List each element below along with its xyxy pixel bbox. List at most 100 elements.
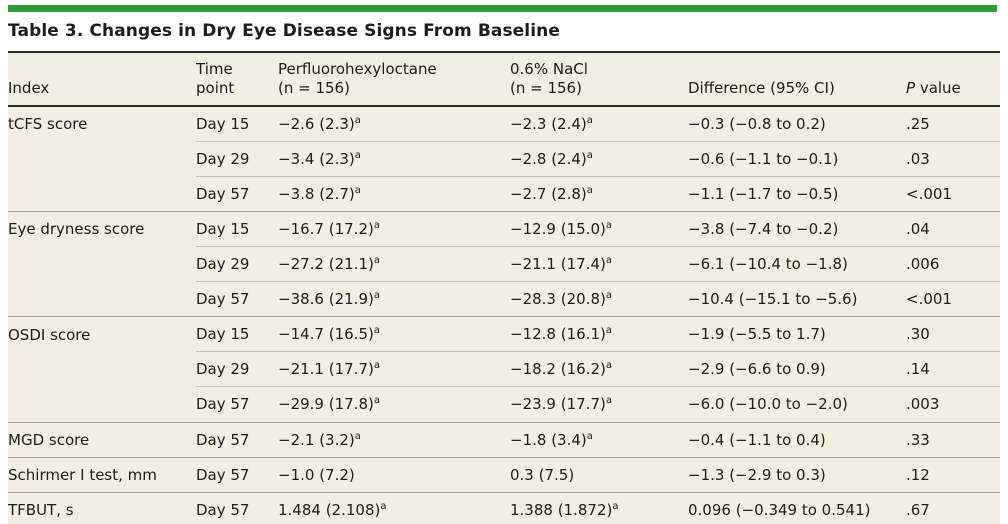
- time-point-cell: Day 15: [196, 316, 278, 352]
- nacl-cell: −12.9 (15.0)a: [510, 211, 688, 247]
- index-cell: [8, 281, 196, 317]
- time-point-cell: Day 57: [196, 421, 278, 458]
- nacl-cell: −21.1 (17.4)a: [510, 246, 688, 282]
- column-header-label: Time point: [196, 60, 235, 98]
- nacl-cell: 0.3 (7.5): [510, 456, 688, 493]
- column-header-label: value: [915, 79, 961, 98]
- footnote-marker: a: [380, 500, 387, 512]
- column-header-nacl: 0.6% NaCl (n = 156): [510, 53, 688, 108]
- footnote-marker: a: [605, 290, 612, 302]
- footnote-marker: a: [373, 255, 380, 267]
- index-cell: Schirmer I test, mm: [8, 456, 196, 493]
- time-point-cell: Day 29: [196, 246, 278, 282]
- p-value-cell: .14: [906, 351, 1000, 387]
- perfluorohexyloctane-cell: −21.1 (17.7)a: [278, 351, 510, 387]
- footnote-marker: a: [354, 115, 361, 127]
- table-row: tCFS score Day 15 −2.6 (2.3)a −2.3 (2.4)a −0…: [8, 106, 1000, 142]
- column-header-sample-size: (n = 156): [510, 79, 582, 98]
- header-row: Index Time point Perfluorohexyloctane (n…: [8, 53, 1000, 108]
- perfluorohexyloctane-cell: −16.7 (17.2)a: [278, 211, 510, 247]
- difference-cell: −3.8 (−7.4 to −0.2): [688, 211, 906, 247]
- perfluorohexyloctane-cell: −38.6 (21.9)a: [278, 281, 510, 317]
- column-header-index: Index: [8, 53, 196, 108]
- perfluorohexyloctane-cell: −1.0 (7.2): [278, 456, 510, 493]
- footnote-marker: a: [605, 220, 612, 232]
- index-cell: Eye dryness score: [8, 211, 196, 247]
- footnote-marker: a: [373, 395, 380, 407]
- time-point-cell: Day 57: [196, 386, 278, 423]
- column-header-perfluorohexyloctane: Perfluorohexyloctane (n = 156): [278, 53, 510, 108]
- table-row: Schirmer I test, mm Day 57 −1.0 (7.2) 0.3 (…: [8, 456, 1000, 493]
- p-value-cell: .03: [906, 141, 1000, 177]
- footnote-marker: a: [373, 290, 380, 302]
- time-point-cell: Day 15: [196, 211, 278, 247]
- p-value-cell: .33: [906, 421, 1000, 458]
- table-row: Day 29 −27.2 (21.1)a −21.1 (17.4)a −6.1 (−1…: [8, 246, 1000, 282]
- index-cell: [8, 246, 196, 282]
- nacl-cell: −28.3 (20.8)a: [510, 281, 688, 317]
- footnote-marker: a: [612, 500, 619, 512]
- index-cell: TFBUT, s: [8, 491, 196, 524]
- time-point-cell: Day 57: [196, 281, 278, 317]
- footnote-marker: a: [354, 430, 361, 442]
- index-cell: [8, 176, 196, 212]
- footnote-marker: a: [586, 430, 593, 442]
- index-cell: tCFS score: [8, 106, 196, 142]
- nacl-cell: −18.2 (16.2)a: [510, 351, 688, 387]
- nacl-cell: −2.3 (2.4)a: [510, 106, 688, 142]
- perfluorohexyloctane-cell: −2.1 (3.2)a: [278, 421, 510, 458]
- table-title: Table 3. Changes in Dry Eye Disease Sign…: [8, 12, 1000, 53]
- table-row: MGD score Day 57 −2.1 (3.2)a −1.8 (3.4)a −0.…: [8, 421, 1000, 458]
- time-point-cell: Day 57: [196, 176, 278, 212]
- column-header-time-point: Time point: [196, 53, 278, 108]
- perfluorohexyloctane-cell: −14.7 (16.5)a: [278, 316, 510, 352]
- p-value-cell: .30: [906, 316, 1000, 352]
- index-cell: [8, 386, 196, 423]
- p-value-cell: <.001: [906, 176, 1000, 212]
- nacl-cell: −1.8 (3.4)a: [510, 421, 688, 458]
- footnote-marker: a: [373, 325, 380, 337]
- column-header-difference: Difference (95% CI): [688, 53, 906, 108]
- perfluorohexyloctane-cell: −3.8 (2.7)a: [278, 176, 510, 212]
- perfluorohexyloctane-cell: −3.4 (2.3)a: [278, 141, 510, 177]
- perfluorohexyloctane-cell: −29.9 (17.8)a: [278, 386, 510, 423]
- footnote-marker: a: [605, 395, 612, 407]
- column-header-label: Perfluorohexyloctane: [278, 60, 437, 78]
- table-body: tCFS score Day 15 −2.6 (2.3)a −2.3 (2.4)a −0…: [8, 106, 1000, 524]
- data-table: Index Time point Perfluorohexyloctane (n…: [8, 53, 1000, 524]
- p-value-cell: .25: [906, 106, 1000, 142]
- difference-cell: −0.4 (−1.1 to 0.4): [688, 421, 906, 458]
- nacl-cell: 1.388 (1.872)a: [510, 491, 688, 524]
- footnote-marker: a: [586, 185, 593, 197]
- difference-cell: −10.4 (−15.1 to −5.6): [688, 281, 906, 317]
- nacl-cell: −12.8 (16.1)a: [510, 316, 688, 352]
- table-row: Day 57 −3.8 (2.7)a −2.7 (2.8)a −1.1 (−1.7 t…: [8, 176, 1000, 212]
- difference-cell: −1.3 (−2.9 to 0.3): [688, 456, 906, 493]
- p-value-cell: .003: [906, 386, 1000, 423]
- difference-cell: −6.1 (−10.4 to −1.8): [688, 246, 906, 282]
- footnote-marker: a: [354, 150, 361, 162]
- p-value-cell: .12: [906, 456, 1000, 493]
- difference-cell: 0.096 (−0.349 to 0.541): [688, 491, 906, 524]
- column-header-p-value: P value: [906, 53, 1000, 108]
- perfluorohexyloctane-cell: −27.2 (21.1)a: [278, 246, 510, 282]
- table-row: TFBUT, s Day 57 1.484 (2.108)a 1.388 (1.872…: [8, 491, 1000, 524]
- difference-cell: −1.1 (−1.7 to −0.5): [688, 176, 906, 212]
- p-value-cell: .04: [906, 211, 1000, 247]
- nacl-cell: −23.9 (17.7)a: [510, 386, 688, 423]
- footnote-marker: a: [373, 220, 380, 232]
- table-row: Day 57 −38.6 (21.9)a −28.3 (20.8)a −10.4 (−…: [8, 281, 1000, 317]
- difference-cell: −0.3 (−0.8 to 0.2): [688, 106, 906, 142]
- index-cell: OSDI score: [8, 316, 196, 352]
- index-cell: [8, 351, 196, 387]
- column-header-label: Index: [8, 79, 50, 98]
- index-cell: [8, 141, 196, 177]
- column-header-label: Difference (95% CI): [688, 79, 835, 98]
- footnote-marker: a: [586, 150, 593, 162]
- p-value-cell: <.001: [906, 281, 1000, 317]
- footnote-marker: a: [373, 360, 380, 372]
- table-row: Day 29 −3.4 (2.3)a −2.8 (2.4)a −0.6 (−1.1 t…: [8, 141, 1000, 177]
- column-header-label: 0.6% NaCl: [510, 60, 588, 78]
- column-header-sample-size: (n = 156): [278, 79, 350, 98]
